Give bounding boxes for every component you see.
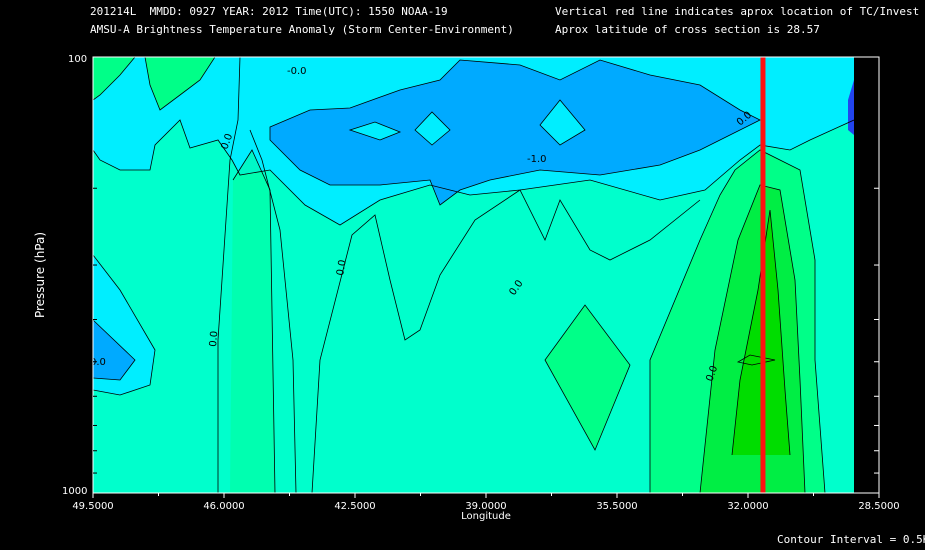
fill-hole-1 [415, 112, 450, 145]
fill-topleft-green-2 [145, 57, 215, 110]
contour-line-5 [348, 121, 402, 141]
contour-fills [93, 57, 854, 493]
header-line2-left: AMSU-A Brightness Temperature Anomaly (S… [90, 23, 514, 36]
x-tick-label-2: 42.5000 [334, 501, 375, 512]
fill-dark-blue [848, 80, 854, 135]
fill-center-diamond [545, 305, 630, 450]
contour-line-9 [232, 149, 276, 493]
fill-topleft-green-1 [93, 57, 135, 100]
x-tick-label-3: 39.0000 [465, 501, 506, 512]
contour-line-18 [93, 319, 136, 381]
contour-line-16 [736, 354, 776, 366]
contour-line-17 [93, 254, 156, 396]
y-axis-ticks [93, 187, 879, 474]
y-tick-label-100: 100 [68, 54, 87, 65]
contour-line-1 [93, 119, 854, 226]
contour-line-15 [731, 209, 791, 456]
contour-line-6 [93, 57, 136, 101]
contour-line-10 [249, 129, 297, 493]
contour-line-12 [544, 304, 631, 451]
header-line1-left: 201214L MMDD: 0927 YEAR: 2012 Time(UTC):… [90, 5, 448, 18]
header-line1-right: Vertical red line indicates aprox locati… [555, 5, 920, 18]
fill-hole-3 [350, 122, 400, 140]
contour-label-9: 0.0 [90, 357, 106, 368]
contour-line-3 [414, 111, 451, 146]
no-data-band [854, 57, 879, 493]
x-tick-label-4: 35.5000 [596, 501, 637, 512]
contour-line-2 [269, 59, 761, 206]
contour-line-14 [699, 184, 806, 493]
contour-label-8: -1.0 [527, 154, 547, 165]
x-tick-label-1: 46.0000 [203, 501, 244, 512]
contour-label-7: 0.0 [704, 364, 720, 383]
contour-label-1: -0.0 [287, 66, 307, 77]
contour-line-11 [311, 189, 701, 493]
x-axis-label: Longitude [461, 511, 511, 522]
header-line2-right: Aprox latitude of cross section is 28.57 [555, 23, 820, 36]
contour-line-7 [144, 57, 216, 111]
contour-label-4: 0.0 [208, 330, 220, 347]
x-tick-label-6: 28.5000 [858, 501, 899, 512]
contour-label-2: 0.0 [219, 132, 235, 151]
y-axis-label: Pressure (hPa) [33, 232, 47, 318]
contour-interval-note: Contour Interval = 0.5K [777, 533, 925, 546]
contour-lines [93, 57, 854, 493]
x-axis-ticks: 49.5000 46.0000 42.5000 39.0000 35.5000 32.00… [72, 493, 900, 512]
contour-line-8 [217, 57, 241, 493]
fill-mid-spike-1 [230, 150, 275, 493]
contour-line-13 [649, 149, 826, 493]
fill-left-lower-blue [93, 320, 135, 380]
contour-line-4 [539, 99, 586, 146]
y-tick-label-1000: 1000 [62, 486, 87, 497]
x-tick-label-0: 49.5000 [72, 501, 113, 512]
contour-label-3: 0.0 [335, 259, 349, 277]
x-tick-label-5: 32.0000 [727, 501, 768, 512]
